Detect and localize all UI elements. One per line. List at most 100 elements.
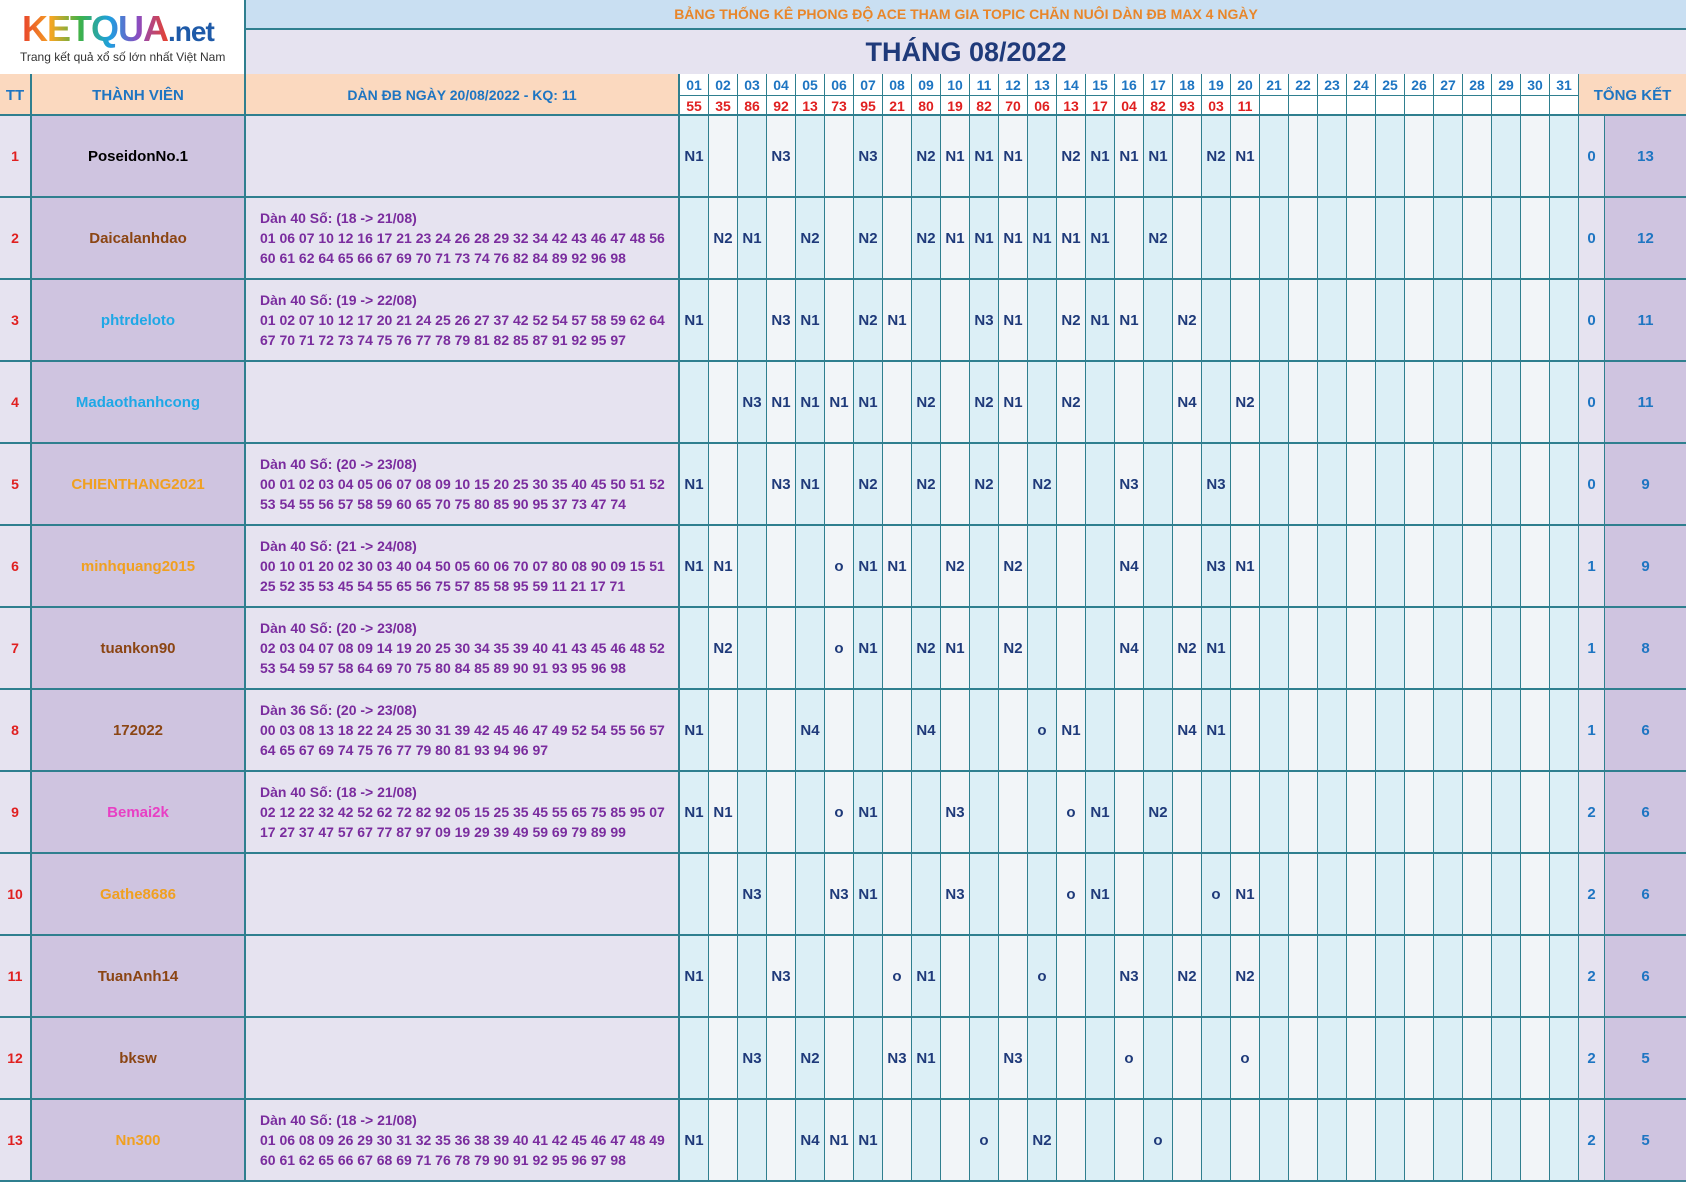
day-cell: o [1202, 854, 1231, 934]
day-cell: N2 [912, 116, 941, 196]
total-misses: 1 [1579, 690, 1605, 770]
day-cell [796, 772, 825, 852]
member-name[interactable]: Daicalanhdao [32, 198, 246, 278]
day-cell [1492, 772, 1521, 852]
day-cell: N2 [1173, 936, 1202, 1016]
day-cell [1492, 1100, 1521, 1180]
day-cell: N1 [1057, 198, 1086, 278]
day-cell [1289, 444, 1318, 524]
day-result-21 [1260, 95, 1289, 116]
day-cell [1144, 608, 1173, 688]
member-name[interactable]: Madaothanhcong [32, 362, 246, 442]
day-cell [1028, 280, 1057, 360]
day-cell: N1 [1086, 116, 1115, 196]
day-cell [970, 854, 999, 934]
day-cell: N4 [1115, 526, 1144, 606]
day-cell [1463, 854, 1492, 934]
dan-numbers: 67 70 71 72 73 74 75 76 77 78 79 81 82 8… [260, 332, 626, 348]
day-cell: N1 [796, 444, 825, 524]
day-cell: N1 [1202, 690, 1231, 770]
day-cell [1463, 1100, 1492, 1180]
day-cell [1260, 690, 1289, 770]
day-result-09: 80 [912, 95, 941, 116]
day-cell: N1 [1086, 280, 1115, 360]
member-name[interactable]: TuanAnh14 [32, 936, 246, 1016]
day-header-20: 20 [1231, 74, 1260, 95]
day-cell [1289, 772, 1318, 852]
day-cell [1318, 608, 1347, 688]
day-cell: N1 [680, 690, 709, 770]
day-result-26 [1405, 95, 1434, 116]
day-cell [1115, 198, 1144, 278]
day-cell [1318, 526, 1347, 606]
day-cell: N1 [1086, 772, 1115, 852]
day-header-29: 29 [1492, 74, 1521, 95]
member-name[interactable]: Gathe8686 [32, 854, 246, 934]
total-misses: 2 [1579, 1018, 1605, 1098]
day-result-22 [1289, 95, 1318, 116]
day-cell: N1 [680, 116, 709, 196]
day-cell [1028, 116, 1057, 196]
day-cell [1492, 854, 1521, 934]
member-name[interactable]: bksw [32, 1018, 246, 1098]
day-result-28 [1463, 95, 1492, 116]
day-cell: N1 [912, 936, 941, 1016]
day-cell: N2 [912, 608, 941, 688]
member-name[interactable]: minhquang2015 [32, 526, 246, 606]
day-cell [1173, 1100, 1202, 1180]
member-name[interactable]: PoseidonNo.1 [32, 116, 246, 196]
day-cell [1318, 362, 1347, 442]
day-cell [1289, 116, 1318, 196]
row-divider [0, 770, 1686, 772]
day-cell [1202, 1018, 1231, 1098]
day-cell [1144, 526, 1173, 606]
day-cell: N3 [941, 854, 970, 934]
day-cell: N3 [738, 1018, 767, 1098]
day-cell: N2 [1202, 116, 1231, 196]
day-cell [1521, 772, 1550, 852]
day-cell [1405, 280, 1434, 360]
day-cell [999, 1100, 1028, 1180]
day-cell [1376, 280, 1405, 360]
dan-numbers: 01 06 08 09 26 29 30 31 32 35 36 38 39 4… [260, 1132, 665, 1148]
day-result-11: 82 [970, 95, 999, 116]
day-header-09: 09 [912, 74, 941, 95]
day-cell [1057, 1018, 1086, 1098]
day-cell: N1 [1202, 608, 1231, 688]
day-cell [1173, 444, 1202, 524]
day-cell [970, 772, 999, 852]
day-cell [1289, 690, 1318, 770]
row-number: 1 [0, 116, 32, 196]
logo[interactable]: KETQUA.net Trang kết quả xổ số lớn nhất … [0, 0, 246, 74]
day-result-27 [1434, 95, 1463, 116]
day-cell: N1 [1231, 526, 1260, 606]
row-number: 5 [0, 444, 32, 524]
dan-cell: Dàn 40 Số: (18 -> 21/08) 02 12 22 32 42 5… [246, 772, 680, 852]
day-cell [941, 280, 970, 360]
day-cell [1521, 936, 1550, 1016]
day-cell: N2 [912, 362, 941, 442]
day-cell [1550, 608, 1579, 688]
day-cell [1347, 1018, 1376, 1098]
day-cell [1434, 1100, 1463, 1180]
day-cell: N1 [999, 198, 1028, 278]
day-header-14: 14 [1057, 74, 1086, 95]
member-name[interactable]: CHIENTHANG2021 [32, 444, 246, 524]
member-name[interactable]: phtrdeloto [32, 280, 246, 360]
member-name[interactable]: Bemai2k [32, 772, 246, 852]
day-cell [1086, 608, 1115, 688]
member-name[interactable]: 172022 [32, 690, 246, 770]
day-cell [1260, 936, 1289, 1016]
day-cell [1260, 1018, 1289, 1098]
day-cell [1521, 198, 1550, 278]
day-cell [1550, 198, 1579, 278]
day-cell [912, 1100, 941, 1180]
day-cell [883, 854, 912, 934]
day-cell: N2 [1231, 362, 1260, 442]
day-cell [767, 1100, 796, 1180]
day-cell: N3 [767, 280, 796, 360]
member-name[interactable]: tuankon90 [32, 608, 246, 688]
member-name[interactable]: Nn300 [32, 1100, 246, 1180]
total-hits: 6 [1605, 690, 1686, 770]
